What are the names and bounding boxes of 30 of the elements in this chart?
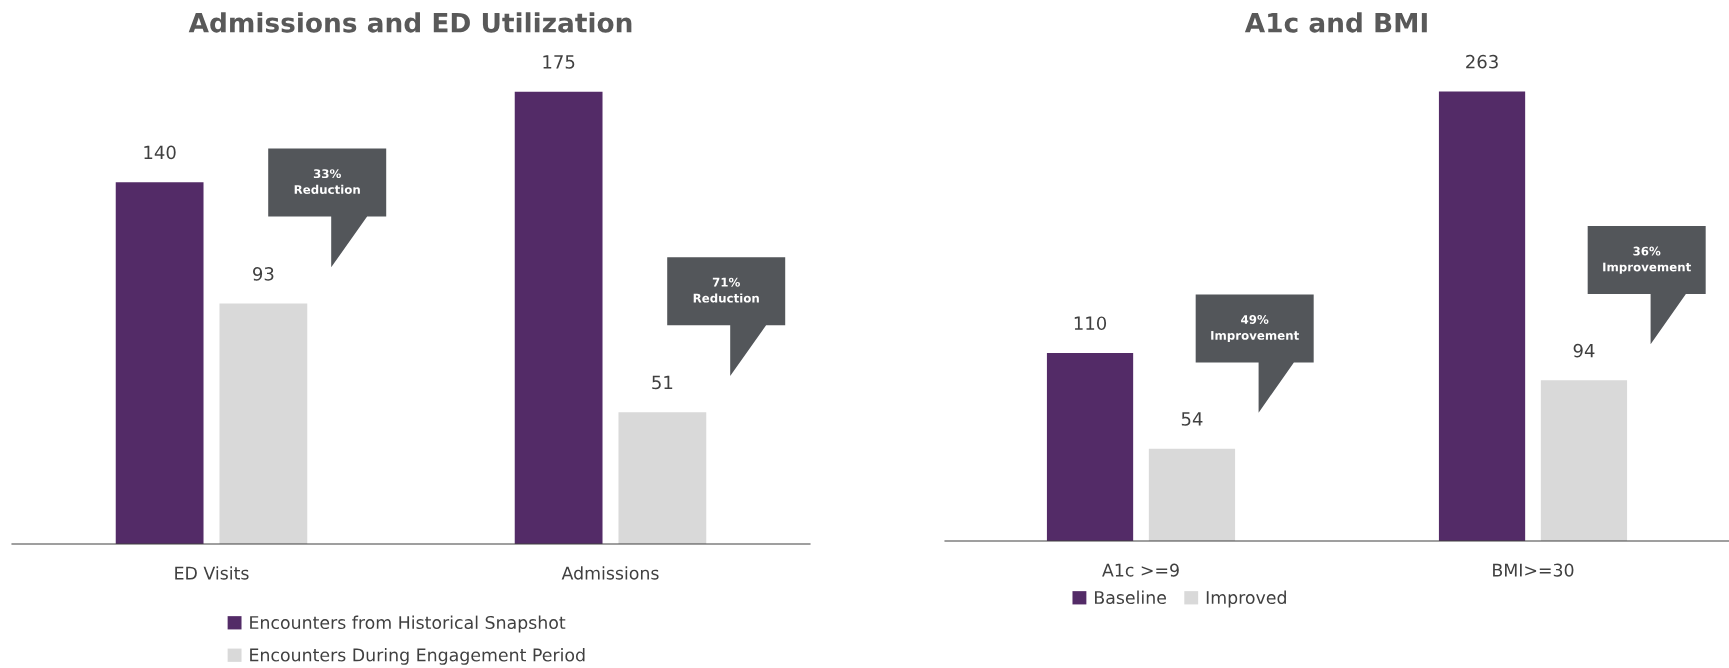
bar	[1046, 352, 1134, 541]
legend-label: Encounters from Historical Snapshot	[250, 615, 566, 633]
data-label: 110	[1074, 316, 1107, 331]
data-label: 263	[1466, 54, 1498, 69]
bar	[618, 412, 707, 544]
legend-label: Baseline	[1095, 590, 1166, 605]
data-label: 94	[1573, 343, 1595, 358]
data-label: 93	[253, 267, 274, 281]
data-label: 175	[543, 55, 575, 69]
data-label: 51	[652, 375, 673, 390]
chart-title: A1c and BMI	[1244, 12, 1427, 33]
bar	[1540, 380, 1628, 541]
chart-title: Admissions and ED Utilization	[188, 12, 632, 33]
bar	[115, 182, 204, 544]
x-tick-label: BMI>=30	[1493, 563, 1574, 577]
legend-label: Improved	[1206, 590, 1286, 608]
x-tick-label: A1c >=9	[1102, 563, 1179, 577]
data-label: 54	[1181, 412, 1203, 426]
annotation: 33% Reduction	[294, 169, 360, 194]
legend-label: Encounters During Engagement Period	[250, 648, 585, 665]
x-tick-label: Admissions	[561, 566, 659, 580]
annotation: 71% Reduction	[693, 277, 759, 303]
bar	[1148, 448, 1236, 541]
annotation: 36% Improvement	[1603, 246, 1691, 274]
bar	[1438, 91, 1526, 541]
data-label: 140	[144, 145, 176, 160]
bar	[514, 91, 603, 544]
x-tick-label: ED Visits	[175, 566, 249, 580]
annotation: 49% Improvement	[1211, 314, 1299, 343]
bar	[219, 303, 308, 544]
